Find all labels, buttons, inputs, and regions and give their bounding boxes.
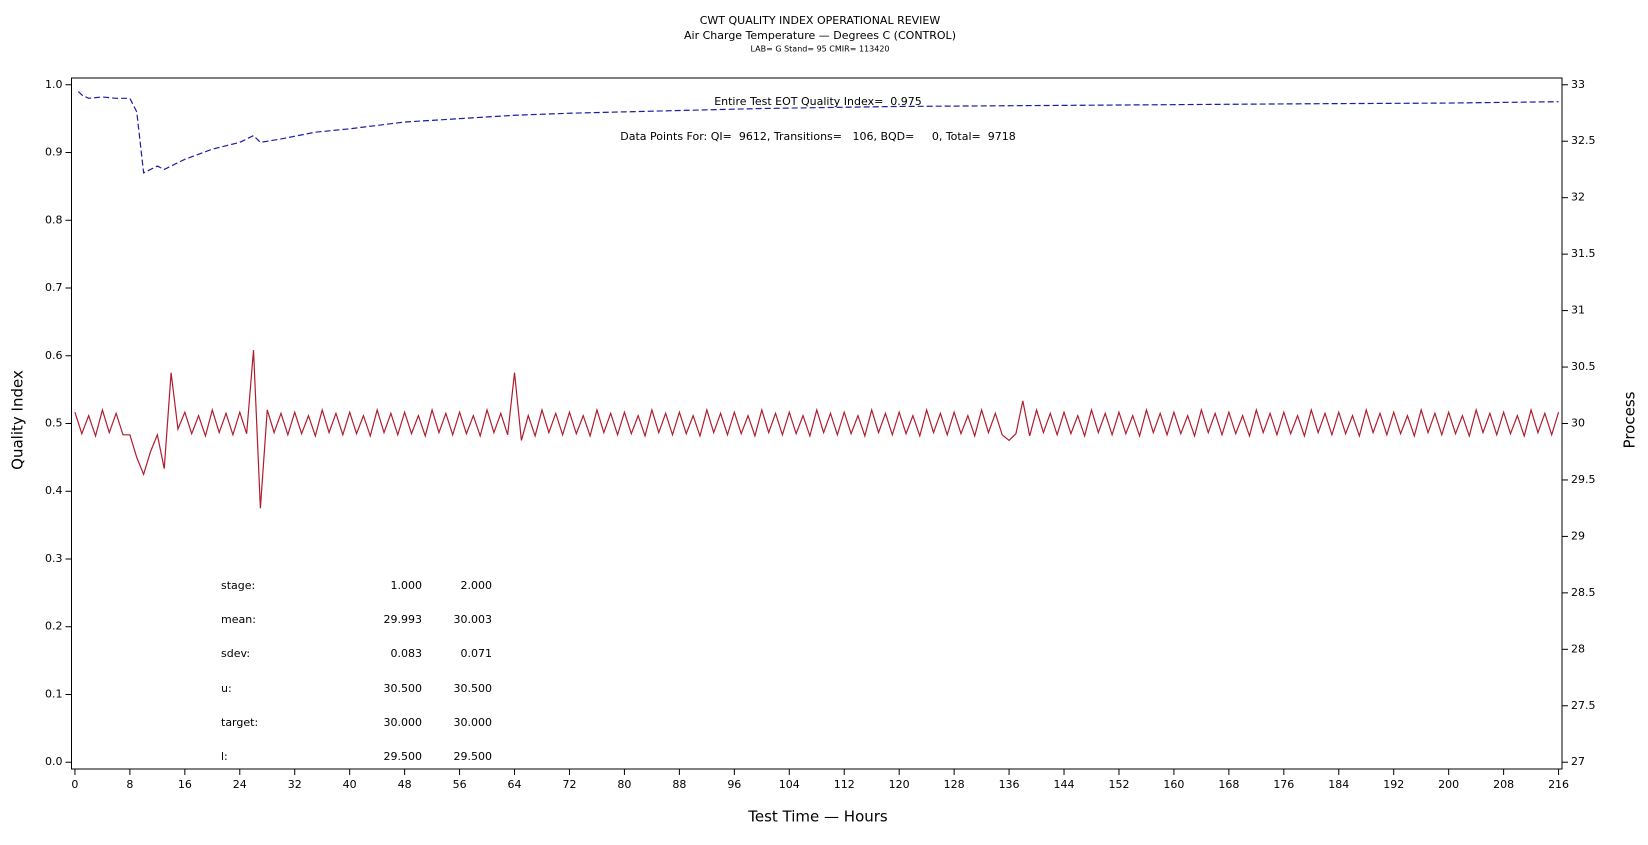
x-tick-label: 8 [126,778,133,791]
annotation: Data Points For: QI= 9612, Transitions= … [620,130,1015,143]
y-tick-label: 1.0 [45,78,63,91]
y-tick-label: 0.7 [45,281,63,294]
x-tick-label: 16 [178,778,192,791]
stat-label: mean: [221,613,256,626]
y-tick-label: 0.0 [45,755,63,768]
stat-value: 1.000 [391,579,423,592]
x-tick-label: 0 [71,778,78,791]
x-tick-label: 208 [1493,778,1514,791]
x-tick-label: 88 [672,778,686,791]
y-tick-label: 0.8 [45,213,63,226]
x-axis-label: Test Time — Hours [747,808,888,826]
x-tick-label: 168 [1218,778,1239,791]
y-tick-label: 0.6 [45,349,63,362]
x-tick-label: 56 [453,778,467,791]
y2-tick-label: 31 [1571,304,1585,317]
stat-value: 0.071 [461,647,493,660]
stat-label: stage: [221,579,255,592]
stat-value: 0.083 [391,647,423,660]
chart-title: CWT QUALITY INDEX OPERATIONAL REVIEW [700,14,941,27]
y-tick-label: 0.3 [45,552,63,565]
x-tick-label: 112 [834,778,855,791]
annotation: Entire Test EOT Quality Index= 0.975 [714,95,922,108]
x-tick-label: 40 [343,778,357,791]
stat-value: 30.000 [384,716,423,729]
stat-value: 30.000 [454,716,493,729]
y2-tick-label: 32.5 [1571,134,1596,147]
x-tick-label: 160 [1163,778,1184,791]
y-tick-label: 0.4 [45,484,63,497]
stat-value: 30.500 [454,682,493,695]
series-line [74,350,1560,509]
stat-label: u: [221,682,232,695]
x-tick-label: 80 [617,778,631,791]
y2-tick-label: 28 [1571,642,1585,655]
x-tick-label: 32 [288,778,302,791]
y2-tick-label: 30.5 [1571,360,1596,373]
chart-subtitle: LAB= G Stand= 95 CMIR= 113420 [750,45,889,54]
stat-value: 29.500 [454,750,493,763]
y-tick-label: 0.9 [45,146,63,159]
y2-tick-label: 30 [1571,417,1585,430]
x-tick-label: 184 [1328,778,1349,791]
stat-value: 29.993 [384,613,423,626]
x-tick-label: 144 [1054,778,1075,791]
chart-subtitle: Air Charge Temperature — Degrees C (CONT… [684,29,956,42]
x-tick-label: 120 [889,778,910,791]
y2-tick-label: 27 [1571,755,1585,768]
y-tick-label: 0.1 [45,687,63,700]
stat-label: target: [221,716,258,729]
y2-tick-label: 33 [1571,78,1585,91]
x-tick-label: 72 [562,778,576,791]
x-tick-label: 152 [1108,778,1129,791]
stat-value: 30.003 [454,613,493,626]
y2-axis-label: Process [1621,391,1639,448]
x-tick-label: 136 [999,778,1020,791]
y2-tick-label: 27.5 [1571,699,1596,712]
x-tick-label: 104 [779,778,800,791]
stat-label: sdev: [221,647,250,660]
x-tick-label: 48 [398,778,412,791]
x-tick-label: 96 [727,778,741,791]
y2-tick-label: 29.5 [1571,473,1596,486]
stat-label: l: [221,750,228,763]
x-tick-label: 64 [508,778,522,791]
x-tick-label: 176 [1273,778,1294,791]
y-tick-label: 0.5 [45,417,63,430]
stat-value: 30.500 [384,682,423,695]
y2-tick-label: 28.5 [1571,586,1596,599]
y2-tick-label: 29 [1571,529,1585,542]
stat-value: 2.000 [461,579,493,592]
x-tick-label: 192 [1383,778,1404,791]
y2-tick-label: 31.5 [1571,247,1596,260]
x-tick-label: 200 [1438,778,1459,791]
y2-tick-label: 32 [1571,191,1585,204]
y-tick-label: 0.2 [45,620,63,633]
x-tick-label: 24 [233,778,247,791]
x-tick-label: 128 [944,778,965,791]
x-tick-label: 216 [1548,778,1569,791]
stat-value: 29.500 [384,750,423,763]
y-axis-label: Quality Index [9,370,27,470]
